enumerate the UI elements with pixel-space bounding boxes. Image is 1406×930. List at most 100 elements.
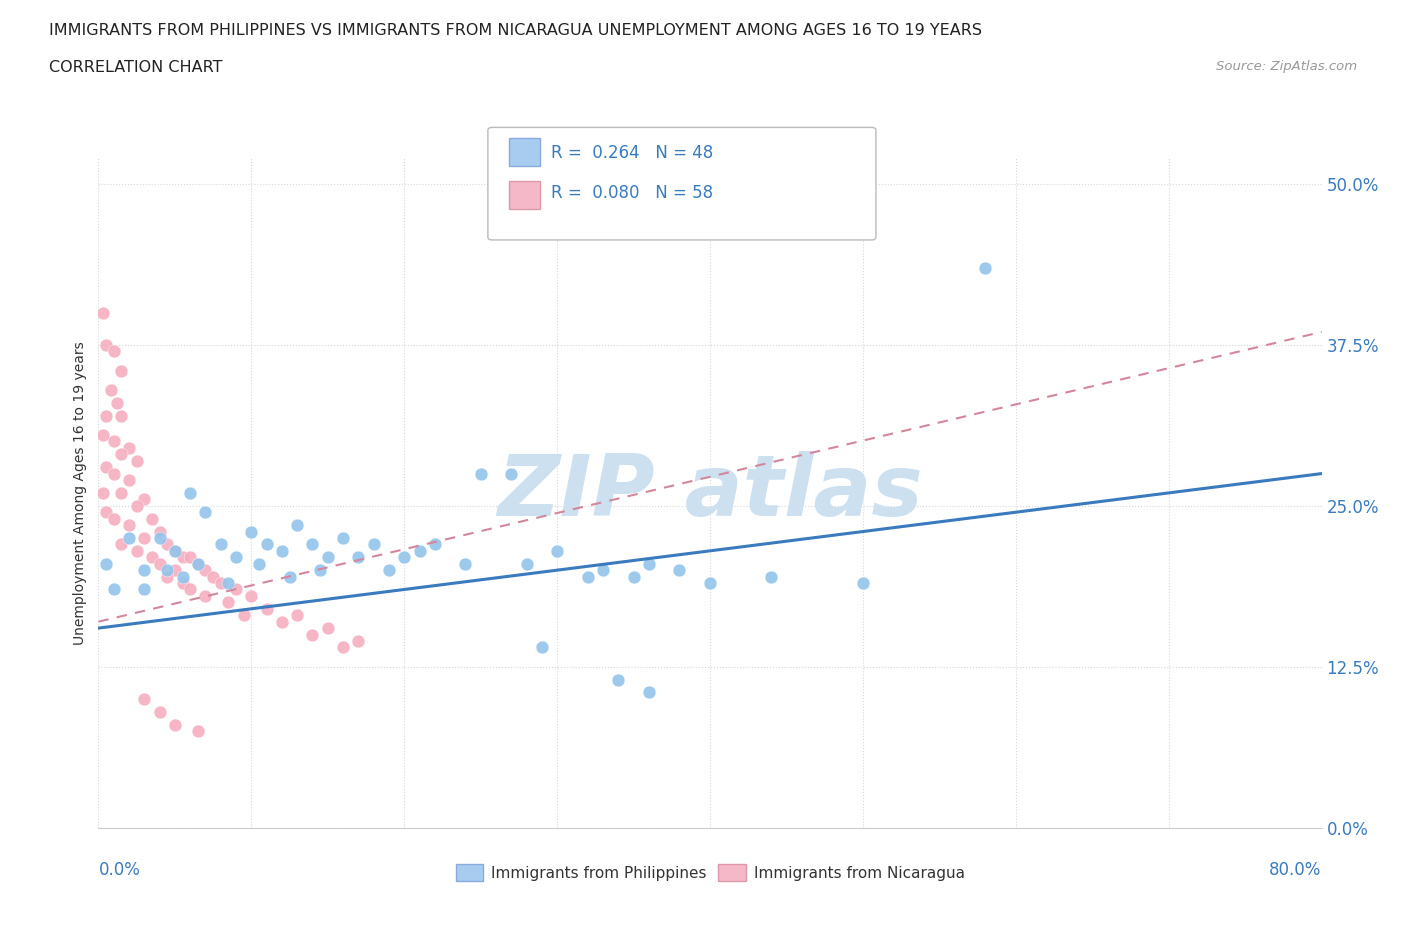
Point <box>91 305 114 320</box>
Point <box>187 724 209 738</box>
Point <box>225 582 247 597</box>
Point <box>149 704 172 719</box>
Point <box>134 563 156 578</box>
Point <box>141 550 163 565</box>
Point <box>100 382 122 397</box>
Point <box>110 537 132 551</box>
Point <box>247 556 270 571</box>
Text: CORRELATION CHART: CORRELATION CHART <box>49 60 222 75</box>
Point <box>156 569 179 584</box>
Point <box>278 569 301 584</box>
Point <box>125 543 148 558</box>
Point <box>225 550 247 565</box>
Point <box>392 550 416 565</box>
Point <box>103 466 125 481</box>
Text: 0.0%: 0.0% <box>98 861 141 879</box>
Point <box>118 441 141 456</box>
Point <box>91 485 114 500</box>
Point <box>347 633 370 648</box>
Point <box>408 543 430 558</box>
Point <box>699 576 721 591</box>
Point <box>172 569 194 584</box>
Point <box>623 569 645 584</box>
Point <box>217 595 239 610</box>
Point <box>256 602 278 617</box>
Point <box>309 563 332 578</box>
Point <box>94 459 117 474</box>
Point <box>256 537 278 551</box>
Point <box>761 569 783 584</box>
Point <box>423 537 446 551</box>
Point <box>240 589 263 604</box>
Point <box>194 505 217 520</box>
Point <box>103 582 125 597</box>
Point <box>209 537 232 551</box>
Point <box>852 576 875 591</box>
Point <box>974 260 997 275</box>
Point <box>240 525 263 539</box>
Point <box>637 685 661 700</box>
Point <box>156 537 179 551</box>
Text: R =  0.264   N = 48: R = 0.264 N = 48 <box>551 144 713 162</box>
Point <box>194 563 217 578</box>
Point <box>134 492 156 507</box>
Point <box>94 338 117 352</box>
Point <box>187 556 209 571</box>
Point <box>285 608 308 623</box>
Point <box>110 363 132 378</box>
Point <box>134 530 156 545</box>
Point <box>217 576 239 591</box>
Y-axis label: Unemployment Among Ages 16 to 19 years: Unemployment Among Ages 16 to 19 years <box>73 341 87 644</box>
Point <box>232 608 254 623</box>
Point <box>668 563 690 578</box>
Point <box>149 530 172 545</box>
Point <box>179 550 201 565</box>
Point <box>179 582 201 597</box>
Point <box>94 505 117 520</box>
Point <box>530 640 553 655</box>
Point <box>378 563 401 578</box>
Point <box>149 556 172 571</box>
Text: Source: ZipAtlas.com: Source: ZipAtlas.com <box>1216 60 1357 73</box>
Point <box>94 408 117 423</box>
Point <box>163 717 186 732</box>
Point <box>103 512 125 526</box>
Point <box>118 472 141 487</box>
Point <box>91 428 114 443</box>
Point <box>141 512 163 526</box>
Point <box>285 518 308 533</box>
Point <box>316 550 339 565</box>
Point <box>470 466 492 481</box>
Text: R =  0.080   N = 58: R = 0.080 N = 58 <box>551 184 713 202</box>
Point <box>301 537 323 551</box>
Point <box>546 543 568 558</box>
Point <box>110 446 132 461</box>
Point <box>576 569 599 584</box>
Point <box>125 453 148 468</box>
Point <box>163 563 186 578</box>
Point <box>110 485 132 500</box>
Point <box>501 466 523 481</box>
Point <box>332 530 354 545</box>
Point <box>134 582 156 597</box>
Point <box>134 692 156 707</box>
Point <box>270 614 294 629</box>
Point <box>363 537 385 551</box>
Text: IMMIGRANTS FROM PHILIPPINES VS IMMIGRANTS FROM NICARAGUA UNEMPLOYMENT AMONG AGES: IMMIGRANTS FROM PHILIPPINES VS IMMIGRANT… <box>49 23 983 38</box>
Point <box>202 569 225 584</box>
Point <box>516 556 538 571</box>
Point <box>454 556 477 571</box>
Text: ZIP atlas: ZIP atlas <box>498 451 922 535</box>
Point <box>332 640 354 655</box>
Point <box>125 498 148 513</box>
Point <box>592 563 614 578</box>
Point <box>163 543 186 558</box>
Point <box>637 556 661 571</box>
Point <box>179 485 201 500</box>
Point <box>118 518 141 533</box>
Point <box>105 395 128 410</box>
Point <box>163 543 186 558</box>
Point <box>110 408 132 423</box>
Text: 80.0%: 80.0% <box>1270 861 1322 879</box>
Point <box>149 525 172 539</box>
